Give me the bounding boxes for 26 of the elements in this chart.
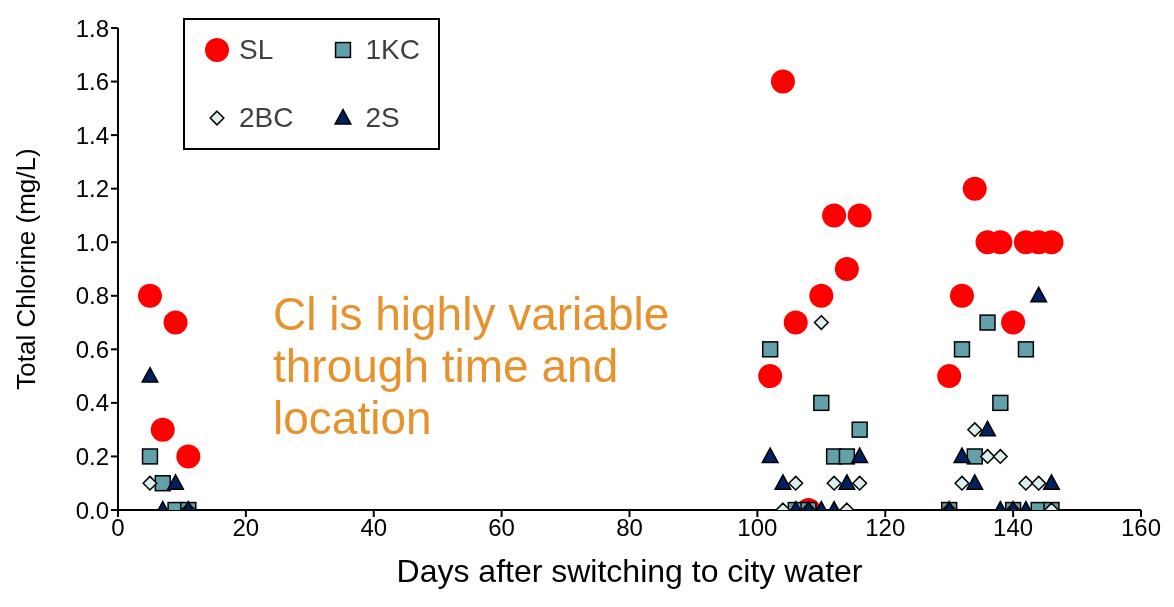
x-tick-label: 160 xyxy=(1120,514,1162,542)
x-tick-label: 40 xyxy=(360,514,388,542)
legend-label: 2S xyxy=(365,102,400,134)
y-tick-label: 0.0 xyxy=(75,496,109,524)
x-tick-label: 120 xyxy=(865,514,906,542)
y-tick-label: 0.2 xyxy=(75,442,109,470)
legend-label: 2BC xyxy=(239,102,294,134)
y-axis-title: Total Chlorine (mg/L) xyxy=(11,148,42,390)
annotation: Cl is highly variable through time and location xyxy=(273,288,671,444)
y-tick-label: 1.0 xyxy=(75,228,109,256)
legend-label: 1KC xyxy=(365,34,420,66)
y-tick-label: 0.6 xyxy=(75,335,109,363)
legend-label: SL xyxy=(239,34,274,66)
x-tick-label: 100 xyxy=(737,514,778,542)
y-tick-label: 1.4 xyxy=(75,121,109,149)
x-tick-label: 140 xyxy=(993,514,1034,542)
y-tick-label: 1.6 xyxy=(75,68,109,96)
x-axis-title: Days after switching to city water xyxy=(396,553,863,589)
x-tick-label: 0 xyxy=(111,514,125,542)
x-tick-label: 20 xyxy=(232,514,260,542)
y-tick-label: 0.8 xyxy=(75,282,109,310)
y-tick-label: 0.4 xyxy=(75,389,109,417)
x-tick-label: 80 xyxy=(616,514,643,542)
y-tick-label: 1.8 xyxy=(75,14,109,42)
y-tick-label: 1.2 xyxy=(75,175,109,203)
x-tick-label: 60 xyxy=(488,514,515,542)
